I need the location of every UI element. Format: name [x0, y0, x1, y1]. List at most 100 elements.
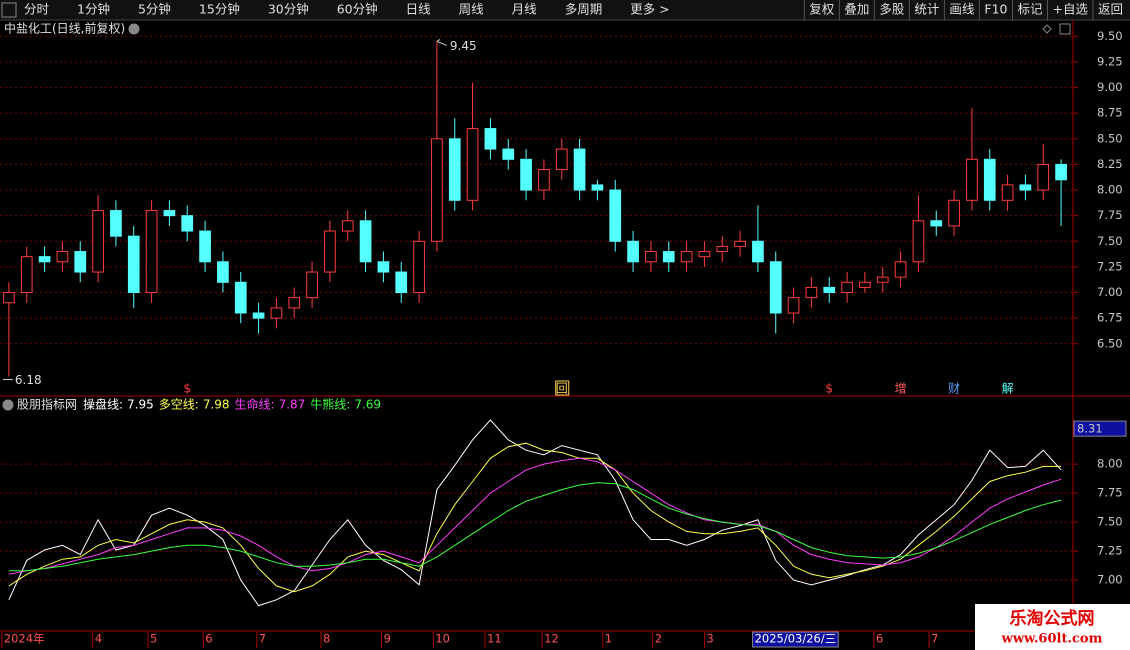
- candle-body: [38, 256, 51, 263]
- x-tick-label: 3: [706, 632, 713, 646]
- event-marker[interactable]: $: [183, 382, 191, 396]
- event-marker[interactable]: 解: [1002, 382, 1014, 396]
- candle-body: [288, 297, 301, 309]
- x-tick-label: 2: [655, 632, 662, 646]
- panel-icon[interactable]: [1059, 23, 1071, 35]
- candle-body: [395, 271, 408, 294]
- x-tick-label: 8: [323, 632, 330, 646]
- candle-body: [92, 210, 104, 273]
- toolbar-item[interactable]: 1分钟: [77, 2, 110, 17]
- toolbar-button[interactable]: F10: [984, 2, 1007, 17]
- toolbar-item[interactable]: 更多 >: [630, 2, 669, 17]
- candle-body: [199, 230, 211, 263]
- toolbar-button[interactable]: 标记: [1017, 2, 1043, 17]
- toolbar-button[interactable]: 复权: [809, 2, 835, 17]
- candle-body: [841, 281, 853, 294]
- x-tick-label: 9: [384, 632, 391, 646]
- y-tick-label: 8.00: [1097, 183, 1123, 197]
- candle-body: [359, 220, 372, 263]
- toolbar-item[interactable]: 多周期: [565, 2, 603, 17]
- event-marker[interactable]: 回: [556, 382, 568, 396]
- candle-body: [466, 128, 479, 201]
- y-tick-label: 8.50: [1097, 131, 1123, 145]
- x-tick-label: 7: [259, 632, 266, 646]
- indicator-line: [8, 442, 1062, 593]
- candle-body: [787, 297, 800, 314]
- candle-body: [609, 189, 622, 242]
- candle-body: [1001, 184, 1014, 201]
- candle-body: [484, 128, 497, 150]
- candle-body: [680, 251, 693, 263]
- toolbar-item[interactable]: 5分钟: [138, 2, 171, 17]
- diamond-icon[interactable]: [1042, 24, 1052, 34]
- x-tick-label: 1: [605, 632, 612, 646]
- candle-body: [645, 251, 657, 263]
- candle-body: [930, 220, 943, 227]
- candle-body: [413, 240, 425, 294]
- y-tick-label: 7.75: [1097, 208, 1123, 222]
- candle-body: [502, 148, 515, 160]
- watermark-title: 乐淘公式网: [1010, 608, 1095, 629]
- candle-body: [270, 307, 283, 319]
- candle-body: [217, 261, 229, 283]
- candle-body: [20, 256, 33, 294]
- y-tick-label: 7.75: [1097, 486, 1123, 500]
- y-tick-label: 9.00: [1097, 80, 1123, 94]
- event-marker[interactable]: 增: [895, 382, 907, 396]
- toolbar-item[interactable]: 分时: [24, 2, 50, 17]
- y-tick-label: 7.25: [1097, 259, 1123, 273]
- toolbar-item[interactable]: 15分钟: [199, 2, 240, 17]
- candle-body: [252, 312, 265, 319]
- event-marker[interactable]: $: [825, 382, 833, 396]
- x-tick-label: 10: [435, 632, 450, 646]
- candle-body: [627, 240, 639, 263]
- toolbar-item[interactable]: 日线: [406, 2, 432, 17]
- crosshair-date: 2025/03/26/三: [755, 632, 837, 646]
- toolbar-item[interactable]: 30分钟: [268, 2, 309, 17]
- toolbar-button[interactable]: 返回: [1098, 2, 1123, 17]
- crosshair-value-bg: [1073, 420, 1127, 437]
- y-tick-label: 7.00: [1097, 573, 1123, 587]
- indicator-line: [8, 482, 1062, 572]
- candle-body: [752, 240, 764, 263]
- candle-body: [377, 261, 390, 273]
- candle-body: [983, 158, 996, 201]
- x-tick-label: 11: [487, 632, 502, 646]
- menu-icon[interactable]: [1, 2, 17, 18]
- candle-body: [110, 210, 122, 237]
- candle-body: [181, 215, 194, 232]
- indicator-line: [8, 457, 1062, 575]
- legend-value: 7.69: [354, 398, 381, 412]
- candle-body: [698, 251, 711, 258]
- candle-body: [74, 251, 87, 273]
- y-tick-label: 9.50: [1097, 29, 1123, 43]
- event-box: [555, 380, 570, 396]
- candle-body: [912, 220, 925, 263]
- event-marker[interactable]: 财: [948, 382, 960, 396]
- y-tick-label: 9.25: [1097, 54, 1123, 68]
- toolbar-item[interactable]: 周线: [459, 2, 485, 17]
- toolbar-button[interactable]: 统计: [914, 2, 939, 17]
- toolbar-button[interactable]: +自选: [1053, 2, 1089, 17]
- crosshair-value: 8.31: [1077, 422, 1103, 436]
- toolbar-button[interactable]: 多股: [879, 2, 905, 17]
- x-tick-label: 2024年: [4, 632, 45, 646]
- legend-name: 多空线:: [159, 398, 199, 412]
- low-annotation: 6.18: [15, 373, 42, 387]
- candle-body: [520, 158, 532, 191]
- toolbar-button[interactable]: 画线: [949, 2, 975, 17]
- toolbar-button[interactable]: 叠加: [844, 2, 869, 17]
- candle-body: [163, 210, 176, 217]
- high-annotation: 9.45: [450, 39, 477, 53]
- indicator-title: 股朋指标网: [17, 397, 77, 412]
- toolbar-item[interactable]: 月线: [512, 2, 538, 17]
- dropdown-icon[interactable]: [2, 399, 14, 411]
- y-tick-label: 7.50: [1097, 234, 1123, 248]
- candle-body: [341, 220, 354, 232]
- dropdown-icon[interactable]: [128, 23, 140, 35]
- toolbar-item[interactable]: 60分钟: [337, 2, 378, 17]
- candle-body: [894, 261, 907, 278]
- watermark-url: www.60lt.com: [1001, 632, 1103, 647]
- chart-title: 中盐化工(日线,前复权): [4, 21, 125, 36]
